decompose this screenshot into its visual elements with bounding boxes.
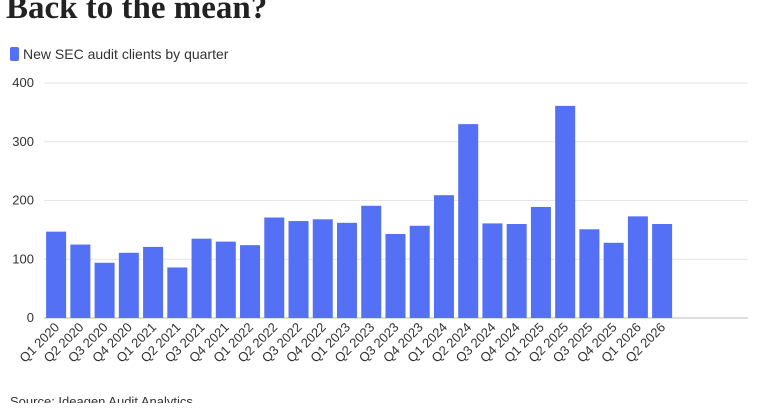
bar [191,238,212,318]
bar [240,245,261,318]
bar [288,221,309,318]
y-tick-label: 300 [12,134,34,149]
legend-label: New SEC audit clients by quarter [23,46,229,62]
y-tick-label: 400 [12,75,34,90]
bar [94,262,115,318]
bar [118,252,139,318]
legend-swatch [10,47,19,61]
bar [337,222,357,318]
bar [46,231,67,318]
y-tick-label: 0 [27,310,34,325]
bar [264,217,285,318]
bar [433,195,454,318]
bar [506,224,527,318]
chart-title: Back to the mean? [6,0,267,26]
bar [555,105,576,318]
bar [143,246,164,318]
bar [530,206,551,318]
bar [458,124,479,318]
bar [215,241,236,318]
bar [603,242,624,318]
bar [409,225,430,318]
y-tick-label: 100 [12,251,34,266]
bar [579,229,600,318]
source: Source: Ideagen Audit Analytics [10,394,193,403]
bar [361,205,382,318]
bar [482,223,503,318]
bar [385,233,406,318]
bar [167,267,188,318]
bar [627,216,648,318]
y-tick-label: 200 [12,193,34,208]
bar [652,224,673,318]
bar [70,244,91,318]
bar [312,219,333,318]
